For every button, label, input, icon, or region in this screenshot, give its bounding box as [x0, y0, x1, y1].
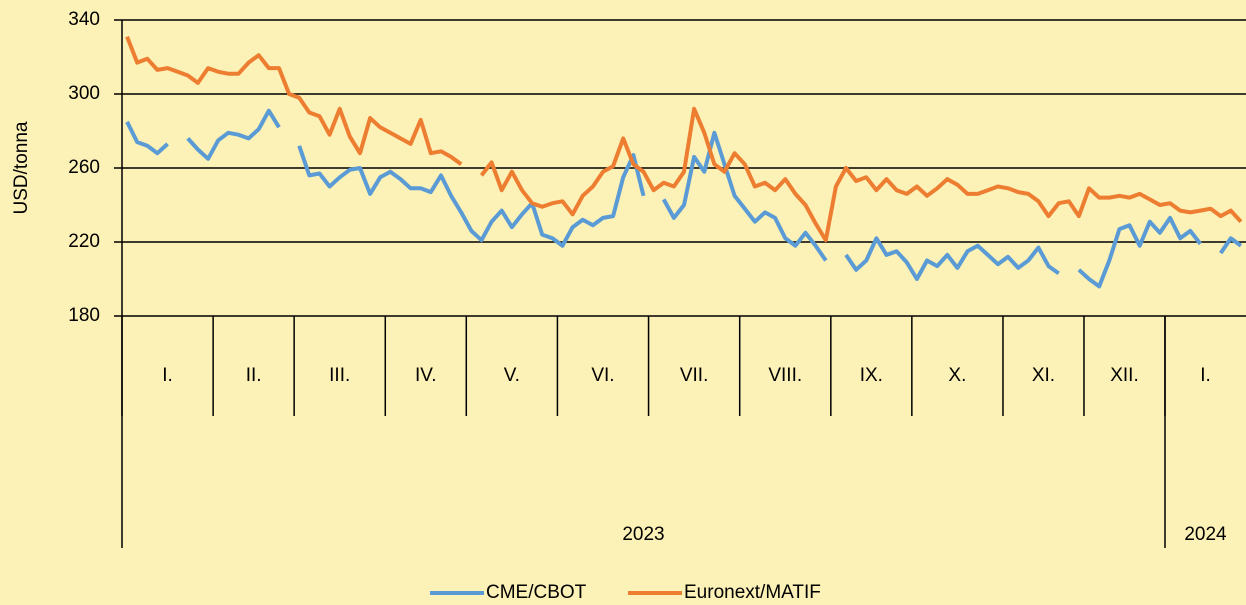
x-tick-label: VI. — [591, 365, 614, 386]
x-tick-label: IX. — [860, 365, 883, 386]
x-tick-label: II. — [246, 365, 262, 386]
y-tick-label: 300 — [68, 83, 100, 104]
x-tick-label: XI. — [1032, 365, 1055, 386]
y-axis-label: USD/tonna — [11, 121, 32, 214]
y-tick-label: 180 — [68, 305, 100, 326]
legend-label: CME/CBOT — [486, 582, 587, 603]
series-line — [125, 35, 1243, 243]
x-tick-label: I. — [1200, 365, 1211, 386]
x-tick-label: I. — [162, 365, 173, 386]
x-tick-label: V. — [504, 365, 520, 386]
x-tick-label: XII. — [1110, 365, 1139, 386]
y-tick-label: 340 — [68, 9, 100, 30]
y-tick-label: 260 — [68, 157, 100, 178]
x-tick-label: III. — [329, 365, 350, 386]
x-tick-label: VIII. — [768, 365, 802, 386]
x-tick-label: X. — [948, 365, 966, 386]
x-tick-label: VII. — [680, 365, 709, 386]
y-tick-label: 220 — [68, 231, 100, 252]
x-tick-label: IV. — [415, 365, 437, 386]
year-label: 2023 — [622, 524, 664, 545]
series-line — [125, 108, 1243, 289]
legend-label: Euronext/MATIF — [684, 582, 821, 603]
year-label: 2024 — [1184, 524, 1227, 545]
